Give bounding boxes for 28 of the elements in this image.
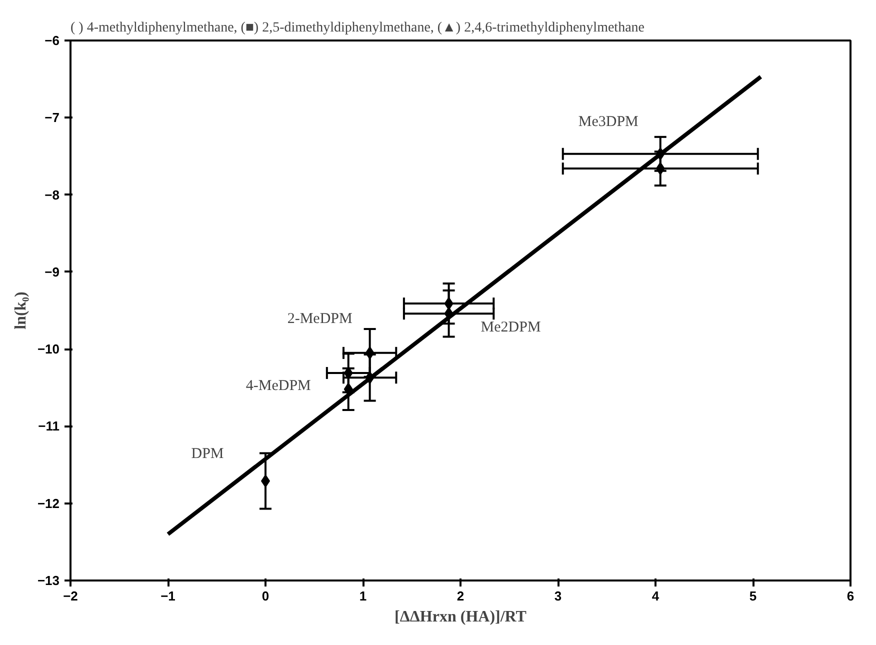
y-tick-label: −8 [44, 187, 60, 202]
series-label: Me3DPM [578, 114, 638, 130]
series-label: 2-MeDPM [287, 310, 352, 327]
y-tick-label: −9 [44, 264, 60, 280]
x-axis-title: [ΔΔHrxn (HA)]/RT [394, 608, 527, 626]
x-tick-label: 4 [652, 588, 660, 604]
text: 4-MeDPM [246, 378, 311, 394]
y-tick-label: −10 [37, 342, 60, 357]
y-axis-title: ln(k₀) [12, 292, 30, 330]
x-tick-label: 6 [846, 588, 854, 604]
y-tick-label: −12 [37, 496, 60, 511]
x-tick-label: −1 [160, 588, 176, 604]
point [444, 297, 454, 310]
y-tick-label: −7 [44, 110, 60, 126]
x-tick-label: 3 [554, 588, 562, 604]
y-tick-label: −11 [38, 418, 60, 434]
x-tick-label: −2 [63, 588, 78, 604]
point [365, 346, 374, 360]
y-tick-label: −13 [37, 573, 60, 588]
series-label: Me2DPM [480, 320, 541, 336]
text: DPM [191, 446, 224, 462]
point [656, 162, 665, 176]
x-tick-label: 1 [359, 588, 367, 604]
x-tick-label: 0 [262, 588, 270, 604]
y-tick-label: −6 [44, 33, 60, 48]
x-tick-label: 2 [456, 588, 464, 604]
x-tick-label: 5 [749, 588, 757, 604]
text: ( ) 4-methyldiphenylmethane, (■) 2,5-dimethyldiphenylmethane, (▲) 2,4,6-trimethyldiphenylmethane [70, 20, 644, 36]
